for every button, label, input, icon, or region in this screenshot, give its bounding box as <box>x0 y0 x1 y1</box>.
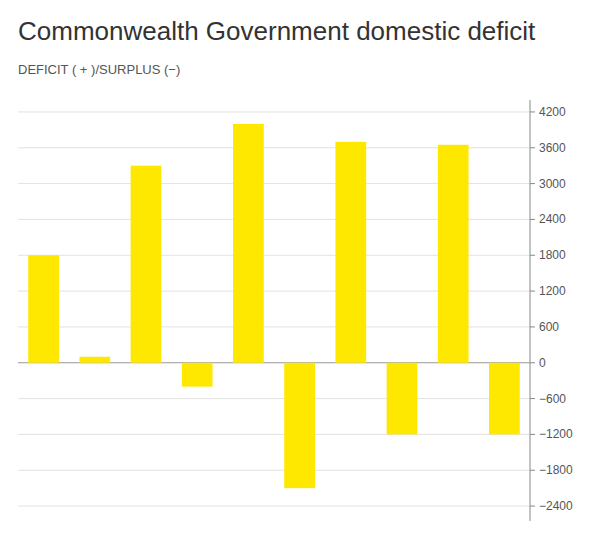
tick-label: 1800 <box>539 248 566 262</box>
tick-mark <box>530 470 535 471</box>
bar <box>28 255 59 362</box>
bar <box>489 363 520 435</box>
bar <box>335 142 366 363</box>
tick-label: −1800 <box>539 463 573 477</box>
grid <box>18 112 530 506</box>
tick-mark <box>530 434 535 435</box>
y-ticks: −2400 −1800 −1200 −600 0 600 1200 1800 2400 3000 3… <box>530 105 573 513</box>
tick-mark <box>530 219 535 220</box>
bar <box>284 363 315 488</box>
tick-mark <box>530 362 535 363</box>
tick-label: 2400 <box>539 212 566 226</box>
tick-mark <box>530 111 535 112</box>
tick-label: 600 <box>539 320 559 334</box>
background <box>0 0 600 541</box>
tick-mark <box>530 147 535 148</box>
tick-label: −1200 <box>539 427 573 441</box>
y-axis-line <box>530 100 531 521</box>
subtitle: DEFICIT ( + )/SURPLUS (−) <box>18 62 180 77</box>
tick-label: 0 <box>539 356 546 370</box>
tick-label: 1200 <box>539 284 566 298</box>
title: Commonwealth Government domestic deficit <box>18 16 536 46</box>
title-line: Commonwealth Government domestic deficit <box>18 16 536 46</box>
grid-line <box>18 506 530 507</box>
bar <box>79 357 110 363</box>
tick-mark <box>530 326 535 327</box>
bars <box>28 124 520 488</box>
bar <box>131 166 162 363</box>
grid-line <box>18 470 530 471</box>
tick-mark <box>530 183 535 184</box>
tick-mark <box>530 291 535 292</box>
tick-mark <box>530 255 535 256</box>
tick-label: 3000 <box>539 177 566 191</box>
grid-line <box>18 434 530 435</box>
bar <box>233 124 264 363</box>
chart: Commonwealth Government domestic deficit… <box>0 0 600 541</box>
tick-mark <box>530 506 535 507</box>
tick-mark <box>530 398 535 399</box>
bar <box>438 145 469 363</box>
tick-label: −600 <box>539 392 566 406</box>
bar <box>387 363 418 435</box>
tick-label: 4200 <box>539 105 566 119</box>
grid-line <box>18 398 530 399</box>
tick-label: 3600 <box>539 141 566 155</box>
bar <box>182 363 213 387</box>
tick-label: −2400 <box>539 499 573 513</box>
grid-line <box>18 111 530 112</box>
